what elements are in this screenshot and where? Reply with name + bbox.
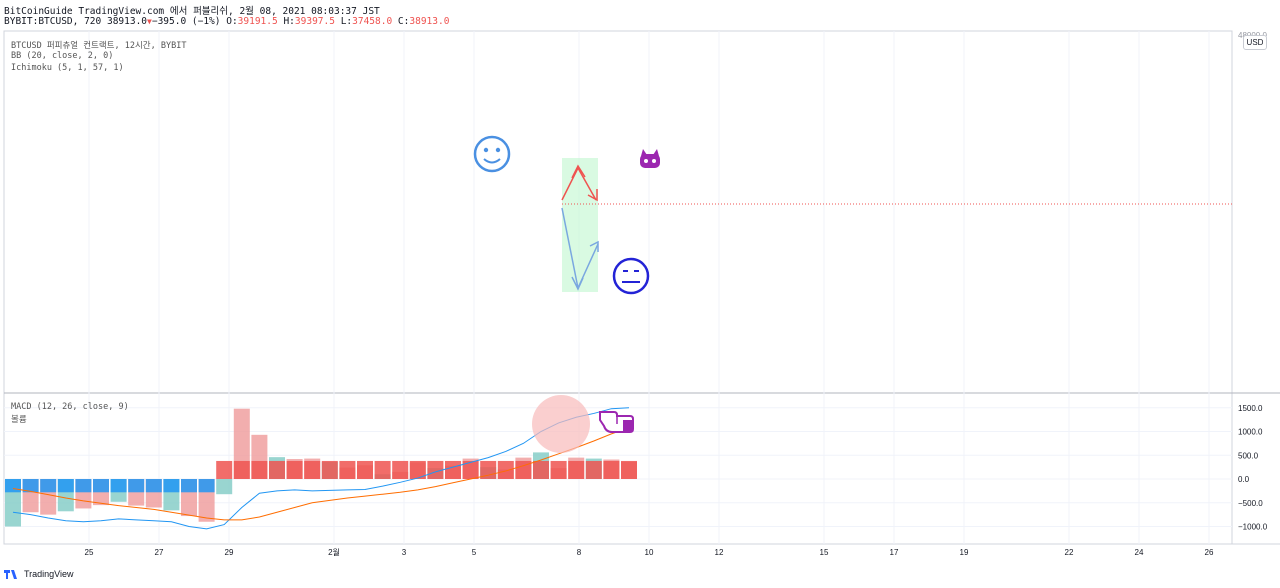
time-tick-label: 17 <box>890 548 899 557</box>
macd-delta-bar[interactable] <box>198 479 215 493</box>
time-tick-label: 24 <box>1135 548 1144 557</box>
macd-delta-bar[interactable] <box>128 479 145 493</box>
time-tick-label: 19 <box>960 548 969 557</box>
pointing-hand-icon[interactable] <box>599 411 634 433</box>
macd-legend[interactable]: MACD (12, 26, close, 9) <box>11 402 129 412</box>
projection-box[interactable] <box>562 158 598 292</box>
macd-delta-bar[interactable] <box>533 460 549 479</box>
price-change: −395.0 (−1%) <box>151 16 221 27</box>
smiley-face-icon[interactable] <box>473 135 511 173</box>
time-tick-label: 25 <box>85 548 94 557</box>
macd-delta-bar[interactable] <box>550 460 567 479</box>
close-label: C: <box>397 16 410 27</box>
neutral-face-icon[interactable] <box>612 257 650 295</box>
macd-delta-bar[interactable] <box>427 460 444 479</box>
down-arrow-icon: ▼ <box>147 17 152 26</box>
red-arrow-head-up <box>571 164 586 179</box>
macd-delta-bar[interactable] <box>269 460 285 479</box>
macd-tick-label: 0.0 <box>1238 475 1250 484</box>
time-tick-label: 29 <box>225 548 234 557</box>
macd-delta-bar[interactable] <box>445 460 461 479</box>
volume-legend[interactable]: 볼륨 <box>11 415 27 425</box>
tradingview-logo-text: TradingView <box>24 569 74 579</box>
low-label: L: <box>340 16 353 27</box>
macd-delta-bar[interactable] <box>181 479 197 493</box>
macd-delta-bar[interactable] <box>497 460 514 479</box>
currency-button[interactable]: USD <box>1243 35 1267 50</box>
macd-delta-bar[interactable] <box>22 479 39 493</box>
bb-legend[interactable]: BB (20, close, 2, 0) <box>11 51 114 61</box>
macd-tick-label: 1500.0 <box>1238 404 1263 413</box>
signal-line <box>12 427 630 521</box>
high-label: H: <box>283 16 295 27</box>
macd-histogram-bar[interactable] <box>216 479 233 495</box>
robot-icon[interactable] <box>640 149 660 168</box>
macd-delta-bar[interactable] <box>233 460 250 479</box>
macd-delta-bar[interactable] <box>304 460 321 479</box>
macd-tick-label: −1000.0 <box>1238 523 1268 532</box>
main-series-legend[interactable]: BTCUSD 퍼피츄얼 컨트랙트, 12시간, BYBIT <box>11 41 187 51</box>
last-price: 38913.0 <box>106 16 148 27</box>
macd-delta-bar[interactable] <box>374 460 391 479</box>
macd-delta-bar[interactable] <box>145 479 162 493</box>
time-tick-label: 2월 <box>328 547 340 557</box>
macd-highlight-circle[interactable] <box>532 395 590 453</box>
macd-delta-bar[interactable] <box>515 460 532 479</box>
macd-delta-bar[interactable] <box>585 460 602 479</box>
high-value: 39397.5 <box>294 16 335 27</box>
time-tick-label: 15 <box>820 548 829 557</box>
macd-pane[interactable] <box>5 407 637 530</box>
macd-delta-bar[interactable] <box>251 460 268 479</box>
macd-delta-bar[interactable] <box>339 460 356 479</box>
drawings[interactable] <box>3 0 1280 453</box>
macd-delta-bar[interactable] <box>286 460 303 479</box>
macd-delta-bar[interactable] <box>568 460 585 479</box>
macd-delta-bar[interactable] <box>321 460 338 479</box>
time-tick-label: 3 <box>402 548 407 557</box>
close-value: 38913.0 <box>409 16 450 27</box>
low-value: 37458.0 <box>352 16 393 27</box>
macd-tick-label: 500.0 <box>1238 451 1259 460</box>
blue-arrow-head-up <box>589 240 599 252</box>
header-ohlc-line: BYBIT:BTCUSD, 720 38913.0▼−395.0 (−1%) O… <box>4 16 449 27</box>
macd-delta-bar[interactable] <box>603 460 620 479</box>
macd-delta-bar[interactable] <box>40 479 57 493</box>
macd-delta-bar[interactable] <box>163 479 180 493</box>
macd-delta-bar[interactable] <box>462 460 479 479</box>
time-tick-label: 27 <box>155 548 164 557</box>
macd-delta-bar[interactable] <box>357 460 373 479</box>
tradingview-logo[interactable]: TradingView <box>4 569 74 579</box>
macd-delta-bar[interactable] <box>216 460 233 479</box>
time-tick-label: 12 <box>715 548 724 557</box>
symbol-label[interactable]: BYBIT:BTCUSD, 720 <box>4 16 102 27</box>
macd-delta-bar[interactable] <box>75 479 92 493</box>
red-arrow-head-down <box>587 189 598 202</box>
header-title-line: BitCoinGuide TradingView.com 에서 퍼블리쉬, 2월… <box>4 6 380 17</box>
open-label: O: <box>226 16 238 27</box>
red-zigzag-arrow[interactable] <box>561 166 597 201</box>
tradingview-logo-icon <box>4 569 17 579</box>
macd-delta-bar[interactable] <box>392 460 409 479</box>
macd-tick-label: −500.0 <box>1238 499 1263 508</box>
macd-delta-bar[interactable] <box>110 479 127 493</box>
time-tick-label: 8 <box>577 548 582 557</box>
macd-delta-bar[interactable] <box>409 460 426 479</box>
macd-delta-bar[interactable] <box>5 479 21 493</box>
time-tick-label: 10 <box>645 548 654 557</box>
blue-arrow-head-down <box>571 276 584 291</box>
time-tick-label: 26 <box>1205 548 1214 557</box>
time-tick-label: 5 <box>472 548 477 557</box>
open-value: 39191.5 <box>237 16 278 27</box>
macd-tick-label: 1000.0 <box>1238 428 1263 437</box>
macd-delta-bar[interactable] <box>621 460 637 479</box>
ichimoku-legend[interactable]: Ichimoku (5, 1, 57, 1) <box>11 63 124 73</box>
macd-line <box>12 407 630 530</box>
macd-delta-bar[interactable] <box>93 479 109 493</box>
time-tick-label: 22 <box>1065 548 1074 557</box>
macd-delta-bar[interactable] <box>57 479 74 493</box>
